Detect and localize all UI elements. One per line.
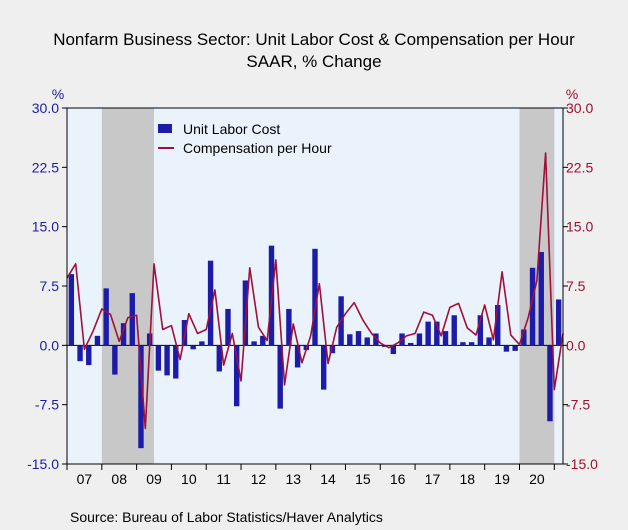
y-tick-label-right: -15.0 <box>566 456 598 472</box>
x-tick-label: 07 <box>77 471 93 487</box>
x-tick-label: 11 <box>216 471 231 487</box>
chart-title: Nonfarm Business Sector: Unit Labor Cost… <box>53 30 575 49</box>
legend-swatch-unit-labor-cost <box>158 124 172 133</box>
bar-unit-labor-cost <box>468 342 475 346</box>
bar-unit-labor-cost <box>190 345 196 350</box>
bar-unit-labor-cost <box>408 342 414 346</box>
y-tick-label-left: 15.0 <box>32 219 59 235</box>
bar-unit-labor-cost <box>207 260 214 346</box>
x-tick-label: 15 <box>355 471 371 487</box>
bar-unit-labor-cost <box>503 345 510 352</box>
bar-unit-labor-cost <box>547 345 553 422</box>
bar-unit-labor-cost <box>77 345 83 362</box>
x-tick-label: 12 <box>251 471 267 487</box>
bar-unit-labor-cost <box>512 345 518 351</box>
x-tick-label: 17 <box>425 471 441 487</box>
x-tick-label: 20 <box>529 471 545 487</box>
y-tick-label-left: -7.5 <box>35 397 59 413</box>
bar-unit-labor-cost <box>434 321 440 346</box>
bar-unit-labor-cost <box>329 345 336 354</box>
bar-unit-labor-cost <box>251 341 257 346</box>
y-tick-label-left: 7.5 <box>40 278 60 294</box>
y-tick-label-left: -15.0 <box>27 456 59 472</box>
compensation-per-hour-line <box>66 152 564 430</box>
bar-unit-labor-cost <box>94 335 101 346</box>
unit-labor-cost-bars <box>68 245 562 449</box>
y-tick-label-right: -7.5 <box>566 397 590 413</box>
bar-unit-labor-cost <box>442 331 449 346</box>
y-tick-label-right: 30.0 <box>566 100 593 116</box>
bar-unit-labor-cost <box>390 345 397 355</box>
x-tick-label: 14 <box>320 471 336 487</box>
bar-unit-labor-cost <box>129 293 135 346</box>
y-tick-label-right: 0.0 <box>566 337 586 353</box>
bar-unit-labor-cost <box>225 308 231 346</box>
bar-unit-labor-cost <box>321 345 327 390</box>
compensation-line-group <box>66 152 564 430</box>
recession-band-1 <box>101 108 155 464</box>
bar-unit-labor-cost <box>68 274 75 346</box>
y-tick-label-right: 15.0 <box>566 219 593 235</box>
legend-label-compensation: Compensation per Hour <box>183 140 332 156</box>
bar-unit-labor-cost <box>460 342 466 346</box>
bar-unit-labor-cost <box>555 299 562 346</box>
bar-unit-labor-cost <box>416 333 423 346</box>
bar-unit-labor-cost <box>260 335 266 346</box>
left-axis-unit: % <box>52 86 64 102</box>
x-tick-label: 18 <box>459 471 475 487</box>
bar-unit-labor-cost <box>286 308 292 346</box>
x-tick-label: 08 <box>111 471 127 487</box>
bar-unit-labor-cost <box>538 251 544 346</box>
y-tick-label-right: 7.5 <box>566 278 586 294</box>
bar-unit-labor-cost <box>425 321 431 346</box>
bar-unit-labor-cost <box>451 315 457 346</box>
bar-unit-labor-cost <box>112 345 118 375</box>
bar-unit-labor-cost <box>495 304 501 346</box>
axes: 30.0 30.0 22.5 22.5 15.0 15.0 7.5 7.5 0.0 0.0 -7.5… <box>27 86 598 487</box>
bar-unit-labor-cost <box>138 345 144 449</box>
bar-unit-labor-cost <box>355 331 362 346</box>
y-tick-label-left: 0.0 <box>40 337 60 353</box>
bar-unit-labor-cost <box>477 315 484 346</box>
bar-unit-labor-cost <box>373 333 379 346</box>
y-tick-label-right: 22.5 <box>566 159 593 175</box>
bar-unit-labor-cost <box>529 267 536 346</box>
bar-unit-labor-cost <box>216 345 222 372</box>
bar-unit-labor-cost <box>164 345 170 376</box>
x-tick-label: 19 <box>494 471 510 487</box>
right-axis-unit: % <box>566 86 578 102</box>
bar-unit-labor-cost <box>120 323 127 346</box>
chart-subtitle: SAAR, % Change <box>246 52 382 71</box>
bar-unit-labor-cost <box>242 280 249 346</box>
x-tick-label: 09 <box>146 471 162 487</box>
bar-unit-labor-cost <box>312 248 318 346</box>
x-tick-label: 10 <box>181 471 197 487</box>
bar-unit-labor-cost <box>347 334 353 346</box>
x-tick-label: 13 <box>285 471 301 487</box>
bar-unit-labor-cost <box>173 345 179 379</box>
recession-bands <box>101 108 555 464</box>
legend: Unit Labor Cost Compensation per Hour <box>158 121 332 156</box>
bar-unit-labor-cost <box>486 337 492 346</box>
bar-unit-labor-cost <box>521 329 527 346</box>
y-tick-label-left: 22.5 <box>32 159 59 175</box>
bar-unit-labor-cost <box>199 341 205 346</box>
bar-unit-labor-cost <box>233 345 240 407</box>
source-note: Source: Bureau of Labor Statistics/Haver… <box>70 509 383 525</box>
bar-unit-labor-cost <box>86 345 92 366</box>
x-tick-label: 16 <box>390 471 406 487</box>
bar-unit-labor-cost <box>277 345 283 409</box>
legend-label-unit-labor-cost: Unit Labor Cost <box>183 121 280 137</box>
bar-unit-labor-cost <box>155 345 162 371</box>
bar-unit-labor-cost <box>103 288 109 346</box>
y-tick-label-left: 30.0 <box>32 100 59 116</box>
bar-unit-labor-cost <box>364 337 370 346</box>
bar-unit-labor-cost <box>294 345 301 368</box>
